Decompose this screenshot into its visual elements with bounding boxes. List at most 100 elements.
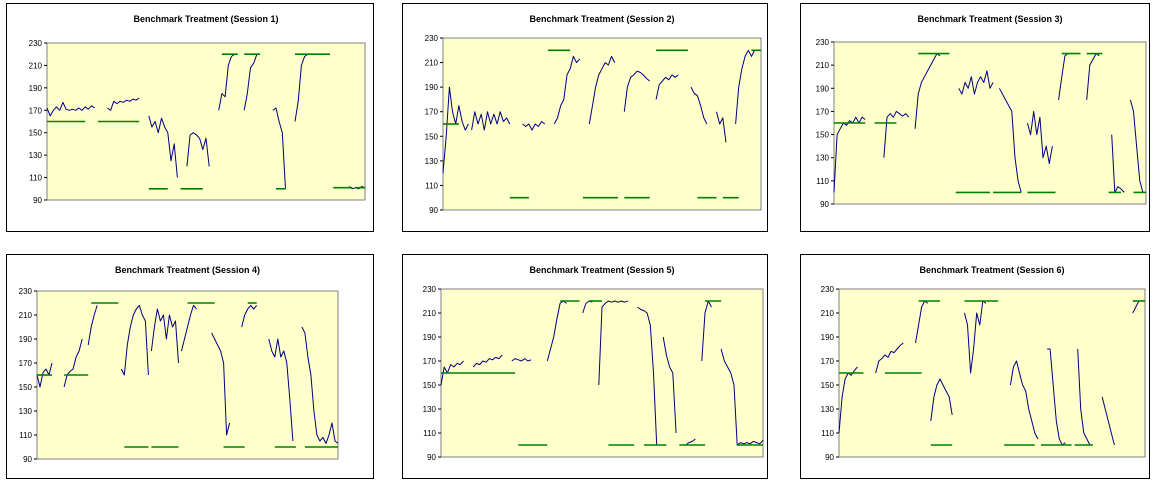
- actual-price-segment: [690, 86, 708, 125]
- y-tick-label: 150: [423, 381, 437, 390]
- chart-svg: Benchmark Treatment (Session 6) 90 110 130 1…: [821, 265, 1146, 462]
- chart-panel-session-3: Benchmark Treatment (Session 3) 90 110 130 1…: [800, 3, 1150, 232]
- y-tick-label: 170: [29, 106, 43, 115]
- y-tick-label: 190: [425, 83, 439, 92]
- actual-price-segment: [46, 101, 95, 117]
- plot-area: [46, 42, 366, 201]
- y-tick-label: 90: [820, 200, 829, 209]
- actual-price-segment: [1101, 396, 1115, 446]
- actual-price-segment: [511, 358, 532, 362]
- chart-title: Benchmark Treatment (Session 6): [919, 265, 1064, 275]
- y-tick-label: 230: [425, 34, 439, 43]
- actual-price-segment: [1058, 53, 1069, 100]
- actual-price-segment: [522, 121, 546, 131]
- actual-price-segment: [472, 354, 503, 368]
- y-tick-label: 190: [19, 335, 33, 344]
- y-tick-label: 110: [423, 429, 436, 438]
- actual-price-segment: [964, 300, 987, 374]
- y-tick-label: 90: [427, 453, 436, 462]
- actual-price-segment: [272, 107, 286, 189]
- y-tick-label: 210: [423, 309, 437, 318]
- chart-title: Benchmark Treatment (Session 1): [133, 14, 278, 24]
- chart-title: Benchmark Treatment (Session 3): [917, 14, 1062, 24]
- y-tick-label: 190: [821, 333, 835, 342]
- y-tick-label: 130: [816, 154, 830, 163]
- actual-price-segment: [87, 305, 98, 346]
- chart-panel-session-4: Benchmark Treatment (Session 4) 90 110 130 1…: [6, 254, 374, 479]
- actual-price-segment: [655, 74, 679, 100]
- y-tick-label: 130: [29, 151, 43, 160]
- y-tick-label: 110: [29, 174, 42, 183]
- y-tick-label: 150: [19, 383, 33, 392]
- actual-price-segment: [553, 55, 581, 125]
- actual-price-segment: [294, 53, 309, 122]
- y-tick-label: 90: [825, 453, 834, 462]
- actual-price-segment: [471, 111, 511, 131]
- y-tick-label: 170: [816, 107, 830, 116]
- chart-title: Benchmark Treatment (Session 2): [529, 14, 674, 24]
- chart-title: Benchmark Treatment (Session 5): [529, 265, 674, 275]
- y-tick-label: 150: [29, 129, 43, 138]
- actual-price-segment: [662, 336, 677, 434]
- actual-price-segment: [875, 342, 904, 374]
- chart-panel-session-1: Benchmark Treatment (Session 1) 90 110 130 1…: [6, 3, 374, 232]
- actual-price-segment: [243, 54, 258, 111]
- actual-price-segment: [883, 110, 910, 158]
- actual-price-segment: [623, 70, 651, 112]
- chart-panel-session-5: Benchmark Treatment (Session 5) 90 110 130 1…: [402, 254, 768, 479]
- y-tick-label: 130: [19, 407, 33, 416]
- y-tick-label: 210: [816, 61, 830, 70]
- chart-svg: Benchmark Treatment (Session 3) 90 110 130 1…: [816, 14, 1147, 209]
- actual-price-segment: [1129, 99, 1144, 193]
- actual-price-segment: [181, 304, 197, 352]
- actual-price-segment: [36, 362, 53, 388]
- chart-svg: Benchmark Treatment (Session 4) 90 110 130 1…: [19, 265, 339, 464]
- actual-price-segment: [1132, 300, 1140, 314]
- y-tick-label: 230: [29, 39, 43, 48]
- y-tick-label: 210: [19, 311, 33, 320]
- actual-price-segment: [150, 308, 179, 364]
- y-tick-label: 190: [816, 84, 830, 93]
- chart-title: Benchmark Treatment (Session 4): [115, 265, 260, 275]
- y-tick-label: 150: [821, 381, 835, 390]
- actual-price-segment: [701, 300, 712, 362]
- actual-price-segment: [588, 55, 616, 125]
- actual-price-segment: [598, 300, 628, 386]
- y-tick-label: 170: [423, 357, 437, 366]
- actual-price-segment: [833, 116, 866, 193]
- plot-area: [442, 37, 762, 211]
- actual-price-segment: [218, 53, 235, 111]
- y-tick-label: 230: [423, 285, 437, 294]
- actual-price-segment: [1009, 360, 1039, 440]
- y-tick-label: 90: [23, 455, 32, 464]
- y-tick-label: 90: [33, 196, 42, 205]
- actual-price-segment: [1077, 348, 1091, 446]
- actual-price-segment: [998, 88, 1022, 193]
- actual-price-segment: [930, 378, 953, 422]
- actual-price-segment: [914, 53, 941, 129]
- y-tick-label: 230: [821, 285, 835, 294]
- y-tick-label: 170: [19, 359, 33, 368]
- actual-price-segment: [268, 338, 294, 442]
- actual-price-segment: [186, 132, 210, 167]
- actual-price-segment: [958, 70, 994, 95]
- y-tick-label: 210: [821, 309, 835, 318]
- actual-price-segment: [1026, 110, 1053, 164]
- actual-price-segment: [720, 348, 764, 446]
- y-tick-label: 110: [816, 177, 829, 186]
- y-tick-label: 210: [29, 61, 43, 70]
- y-tick-label: 150: [816, 131, 830, 140]
- y-tick-label: 190: [29, 84, 43, 93]
- actual-price-segment: [107, 97, 140, 111]
- y-tick-label: 230: [19, 287, 33, 296]
- actual-price-segment: [211, 332, 231, 436]
- y-tick-label: 210: [425, 59, 439, 68]
- y-tick-label: 110: [19, 431, 32, 440]
- y-tick-label: 170: [821, 357, 835, 366]
- actual-price-segment: [716, 111, 727, 143]
- actual-price-segment: [120, 304, 149, 376]
- y-tick-label: 90: [429, 206, 438, 215]
- y-tick-label: 110: [821, 429, 834, 438]
- chart-svg: Benchmark Treatment (Session 2) 90 110 130 1…: [425, 14, 762, 215]
- y-tick-label: 130: [425, 157, 439, 166]
